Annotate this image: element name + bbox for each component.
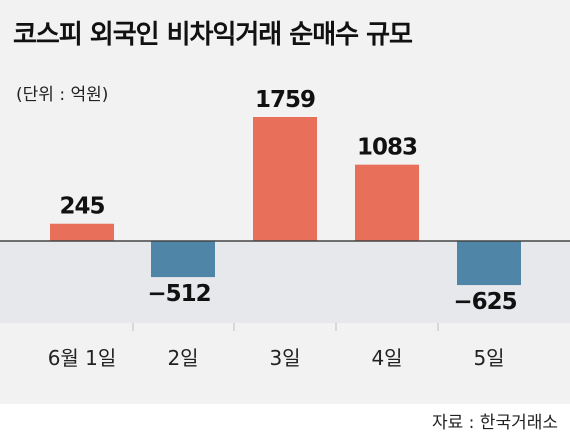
data-label: −512 [147, 281, 210, 307]
bar [50, 224, 114, 241]
category-label: 5일 [473, 346, 504, 370]
category-label: 2일 [167, 346, 198, 370]
bar [151, 241, 215, 277]
bar [457, 241, 521, 285]
data-label: −625 [453, 289, 516, 315]
data-label: 1759 [255, 87, 315, 113]
bar [355, 165, 419, 241]
data-label: 1083 [357, 135, 417, 161]
bar-chart: 245 6월 1일 −512 2일 1759 3일 1083 4일 −625 5일 [0, 0, 570, 404]
data-label: 245 [59, 194, 104, 220]
category-label: 4일 [371, 346, 402, 370]
category-label: 6월 1일 [48, 346, 117, 370]
category-label: 3일 [269, 346, 300, 370]
source-label: 자료 : 한국거래소 [432, 408, 558, 433]
bar [253, 117, 317, 241]
